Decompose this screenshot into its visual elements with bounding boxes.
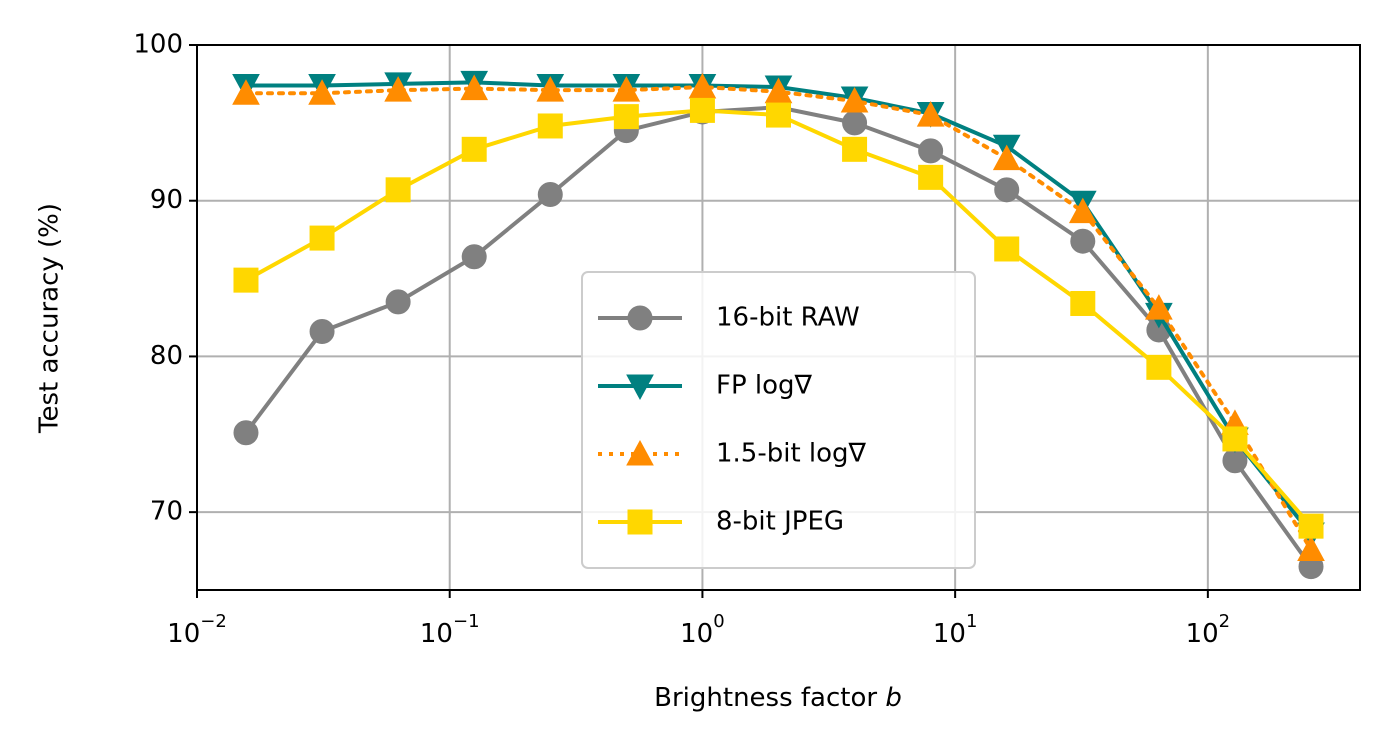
marker (994, 177, 1020, 203)
marker (766, 102, 791, 128)
marker (1068, 197, 1097, 224)
y-tick-label: 90 (150, 185, 183, 215)
x-tick-label: 101 (933, 611, 978, 649)
marker (918, 138, 944, 164)
marker (385, 289, 411, 315)
marker (309, 225, 335, 251)
x-tick-label: 10−2 (167, 611, 227, 649)
marker (233, 420, 259, 446)
marker (1070, 290, 1096, 316)
marker (461, 136, 487, 162)
marker (460, 74, 489, 101)
marker (612, 76, 641, 102)
marker (1146, 354, 1172, 380)
legend: 16-bit RAW FP log∇ 1.5-bit log∇ 8-bit JPEG (581, 271, 976, 569)
marker (613, 104, 639, 130)
x-tick-label: 10−1 (420, 611, 480, 649)
legend-label: 1.5-bit log∇ (716, 439, 867, 469)
legend-label: 16-bit RAW (716, 303, 860, 333)
legend-label: 8-bit JPEG (716, 507, 844, 537)
marker (1297, 535, 1325, 562)
marker (536, 76, 565, 102)
marker (308, 79, 336, 105)
marker (627, 305, 653, 331)
marker (1298, 513, 1324, 539)
y-tick-label: 70 (150, 497, 183, 527)
marker (384, 76, 412, 102)
marker (626, 374, 654, 401)
marker (916, 101, 945, 127)
x-axis-label: Brightness factor b (654, 683, 902, 713)
marker (1145, 294, 1173, 320)
marker (385, 177, 411, 203)
marker (689, 97, 715, 123)
marker (537, 113, 563, 139)
y-tick-label: 80 (150, 341, 183, 371)
y-axis-label: Test accuracy (%) (35, 203, 65, 434)
legend-label: FP log∇ (716, 371, 813, 401)
marker (842, 136, 868, 162)
plot-frame (196, 44, 1361, 591)
marker (232, 79, 260, 105)
marker (627, 509, 653, 535)
marker (537, 181, 563, 207)
y-tick-label: 100 (133, 30, 183, 60)
marker (994, 236, 1020, 262)
marker (233, 267, 259, 293)
marker (918, 164, 944, 190)
marker (842, 110, 868, 136)
marker (1070, 228, 1096, 254)
x-tick-label: 100 (680, 611, 725, 649)
marker (309, 319, 335, 345)
marker (840, 87, 869, 113)
x-tick-label: 102 (1186, 611, 1231, 649)
marker (992, 144, 1021, 171)
legend-box (581, 271, 976, 569)
marker (461, 244, 487, 270)
marker (626, 439, 654, 466)
marker (1222, 426, 1248, 452)
